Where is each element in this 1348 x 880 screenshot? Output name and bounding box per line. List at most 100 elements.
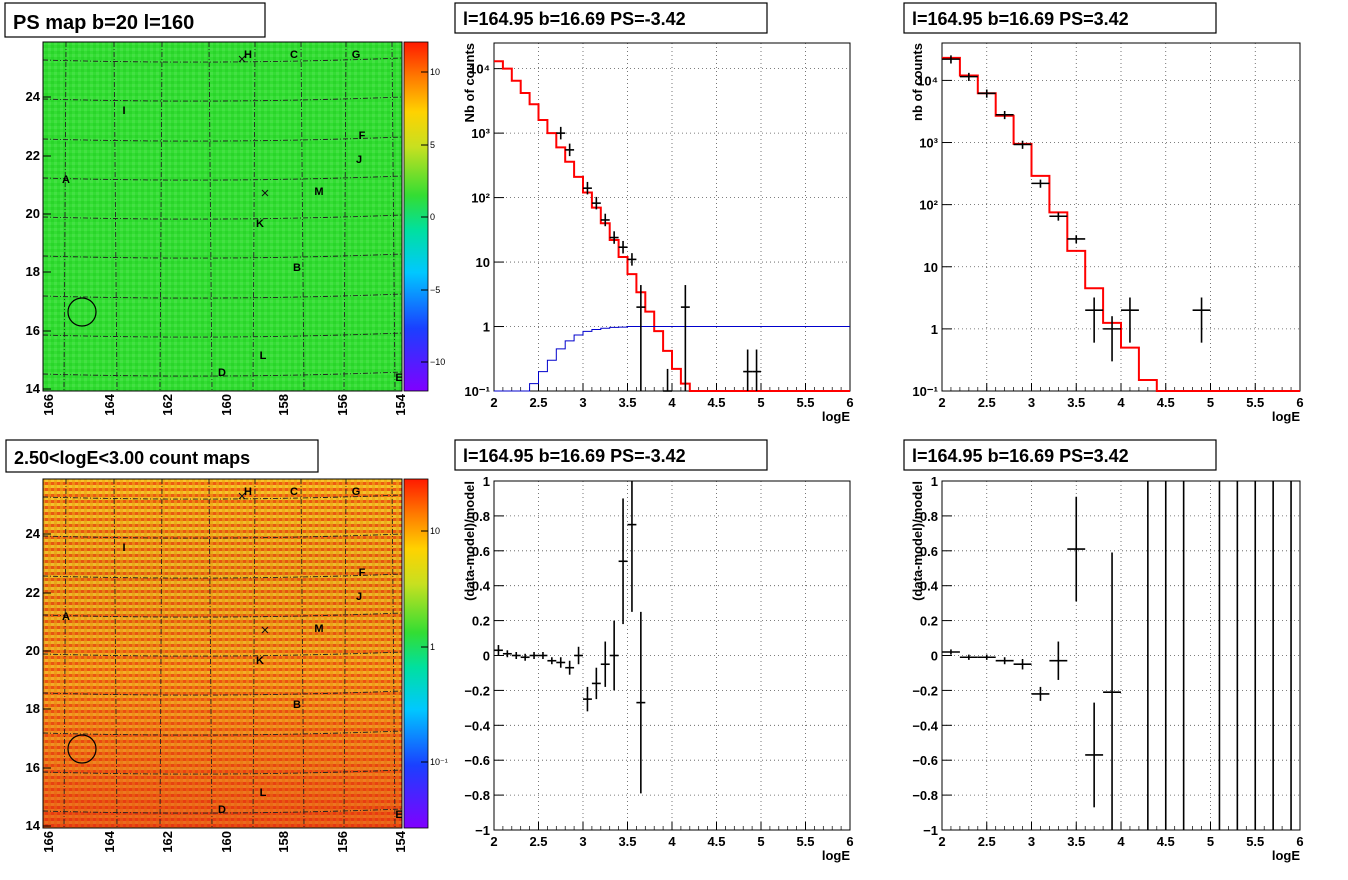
- ps-map-y-tick: 20: [26, 206, 40, 221]
- spectrum-right-x-tick: 2.5: [978, 395, 996, 410]
- ps-map-marker-M: M: [314, 186, 323, 198]
- ps-map-y-tick: 18: [26, 264, 40, 279]
- ratio-left-y-tick: −0.6: [464, 753, 490, 768]
- ps-map-cross-marker: [261, 189, 269, 197]
- count-map-grid-v: [391, 478, 396, 829]
- ratio-left-y-tick: 0.2: [472, 614, 490, 629]
- ps-map-title-box: [4, 2, 266, 38]
- count-map-y-tick: 24: [26, 526, 41, 541]
- ps-map-grid-h: [42, 293, 403, 299]
- ratio-right-y-tick: −0.4: [912, 718, 938, 733]
- count-map-grid-h: [42, 730, 403, 736]
- ps-map-marker-E: E: [395, 372, 402, 384]
- count-map-x-tick: 154: [393, 830, 408, 852]
- count-map-grid-v: [159, 478, 163, 829]
- ratio-left-y-tick: −0.2: [464, 683, 490, 698]
- count-map-marker-K: K: [256, 655, 264, 667]
- count-map-y-tick: 22: [26, 585, 40, 600]
- spectrum-left-x-tick: 5.5: [796, 395, 814, 410]
- spectrum-right-title: l=164.95 b=16.69 PS=3.42: [912, 9, 1129, 29]
- count-map-marker-I: I: [122, 542, 125, 554]
- count-map-marker-B: B: [293, 699, 301, 711]
- ratio-left-x-tick: 4.5: [707, 834, 725, 849]
- spectrum-left-y-tick: 10⁴: [469, 62, 490, 77]
- count-map-heatmap-shade: [43, 479, 402, 828]
- ps-map-grid-v: [113, 41, 118, 392]
- ratio-left-xlabel: logE: [822, 848, 850, 863]
- ps-map-frame: [42, 41, 403, 392]
- count-map-palette-tick: 10⁻¹: [430, 757, 448, 767]
- spectrum-right-y-tick: 1: [931, 322, 938, 337]
- ps-map-marker-K: K: [256, 218, 264, 230]
- spectrum-left-x-tick: 6: [846, 395, 853, 410]
- count-map-marker-D: D: [218, 804, 226, 816]
- spectrum-left-x-tick: 4: [668, 395, 676, 410]
- ps-map-marker-G: G: [352, 49, 361, 61]
- ratio-left-y-tick: −1: [475, 823, 490, 838]
- count-map-grid-v: [208, 478, 213, 829]
- spectrum-left-x-tick: 5: [757, 395, 764, 410]
- spectrum-right-axes: 2 2.5 3 3.5 4 4.5 5 5.5 6 10⁻¹ 1 10 10² 10³ 10⁴ logE nb …: [910, 42, 1304, 424]
- count-map-grid-v: [252, 478, 256, 829]
- ps-map-x-tick: 156: [335, 394, 350, 416]
- ps-map-x-tick: 158: [276, 394, 291, 416]
- ratio-right-x-tick: 3: [1028, 834, 1035, 849]
- count-map-grid-h: [42, 808, 403, 814]
- ratio-left-title: l=164.95 b=16.69 PS=-3.42: [463, 446, 686, 466]
- ratio-left-y-tick: 0: [483, 649, 490, 664]
- count-map-x-tick: 156: [335, 831, 350, 853]
- count-map-grid-h: [42, 769, 403, 775]
- count-map-marker-G: G: [352, 486, 361, 498]
- ps-map-grid-v: [208, 41, 213, 392]
- count-map-y-tick: 18: [26, 701, 40, 716]
- ps-map-palette-tick: 0: [430, 212, 435, 222]
- spectrum-right-x-tick: 2: [938, 395, 945, 410]
- ratio-right-y-tick: −1: [923, 823, 938, 838]
- spectrum-left-xlabel: logE: [822, 409, 850, 424]
- ratio-right-title-box: [903, 439, 1217, 471]
- ratio-left-x-tick: 2: [490, 834, 497, 849]
- count-map-y-tick: 14: [26, 818, 41, 833]
- count-map-y-tick: 16: [26, 760, 40, 775]
- count-map-marker-J: J: [356, 591, 362, 603]
- ps-map-cross-marker: [238, 55, 246, 63]
- ratio-left-x-tick: 3: [579, 834, 586, 849]
- spectrum-right-model: [942, 56, 1300, 392]
- ratio-right-y-tick: 0: [931, 649, 938, 664]
- ratio-left-y-tick: 1: [483, 474, 490, 489]
- ratio-right-x-tick: 6: [1296, 834, 1303, 849]
- ratio-right-x-tick: 5.5: [1246, 834, 1264, 849]
- spectrum-right-y-tick: 10²: [919, 198, 938, 213]
- ps-map-y-tick: 22: [26, 148, 40, 163]
- ps-map-marker-I: I: [122, 105, 125, 117]
- count-map-grid-h: [42, 573, 403, 579]
- ps-map-marker-H: H: [244, 49, 252, 61]
- spectrum-right-y-tick: 10³: [919, 136, 938, 151]
- ps-map-marker-F: F: [359, 130, 366, 142]
- spectrum-right-x-tick: 6: [1296, 395, 1303, 410]
- count-map-y-tick: 20: [26, 643, 40, 658]
- count-map-marker-F: F: [359, 567, 366, 579]
- ratio-right-x-tick: 2.5: [978, 834, 996, 849]
- spectrum-left-x-tick: 2: [490, 395, 497, 410]
- ps-map-palette-tick: 10: [430, 67, 440, 77]
- ps-map-grid-h: [42, 57, 403, 63]
- ratio-right-xlabel: logE: [1272, 848, 1300, 863]
- spectrum-left-x-tick: 3.5: [618, 395, 636, 410]
- ratio-left-y-tick: −0.4: [464, 718, 490, 733]
- ps-map-palette-tick: −5: [430, 285, 440, 295]
- ps-map-marker-A: A: [62, 174, 70, 186]
- count-map-marker-C: C: [290, 486, 298, 498]
- ratio-left-title-box: [454, 439, 768, 471]
- ps-map-grid-h: [42, 253, 403, 259]
- ratio-right-y-tick: −0.8: [912, 788, 938, 803]
- ratio-right-axes: 2 2.5 3 3.5 4 4.5 5 5.5 6 1 0.8 0.6 0.4 0.2 0 −0.2 −0.4 −…: [910, 474, 1304, 863]
- spectrum-right-y-tick: 10⁴: [917, 73, 938, 88]
- ps-map-x-tick: 162: [160, 394, 175, 416]
- ratio-left-y-tick: 0.6: [472, 544, 490, 559]
- ratio-right-x-tick: 2: [938, 834, 945, 849]
- count-map-marker-A: A: [62, 611, 70, 623]
- ratio-right-y-tick: 0.8: [920, 509, 938, 524]
